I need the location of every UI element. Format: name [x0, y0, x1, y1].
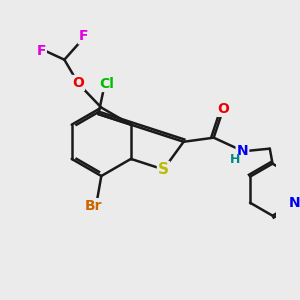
Text: F: F	[36, 44, 46, 58]
Text: Br: Br	[84, 199, 102, 213]
Text: S: S	[158, 162, 169, 177]
Text: O: O	[72, 76, 84, 90]
Text: H: H	[230, 153, 240, 166]
Text: N: N	[237, 144, 248, 158]
Text: Cl: Cl	[99, 77, 114, 91]
Text: F: F	[79, 29, 88, 44]
Text: O: O	[217, 102, 229, 116]
Text: N: N	[289, 196, 300, 210]
